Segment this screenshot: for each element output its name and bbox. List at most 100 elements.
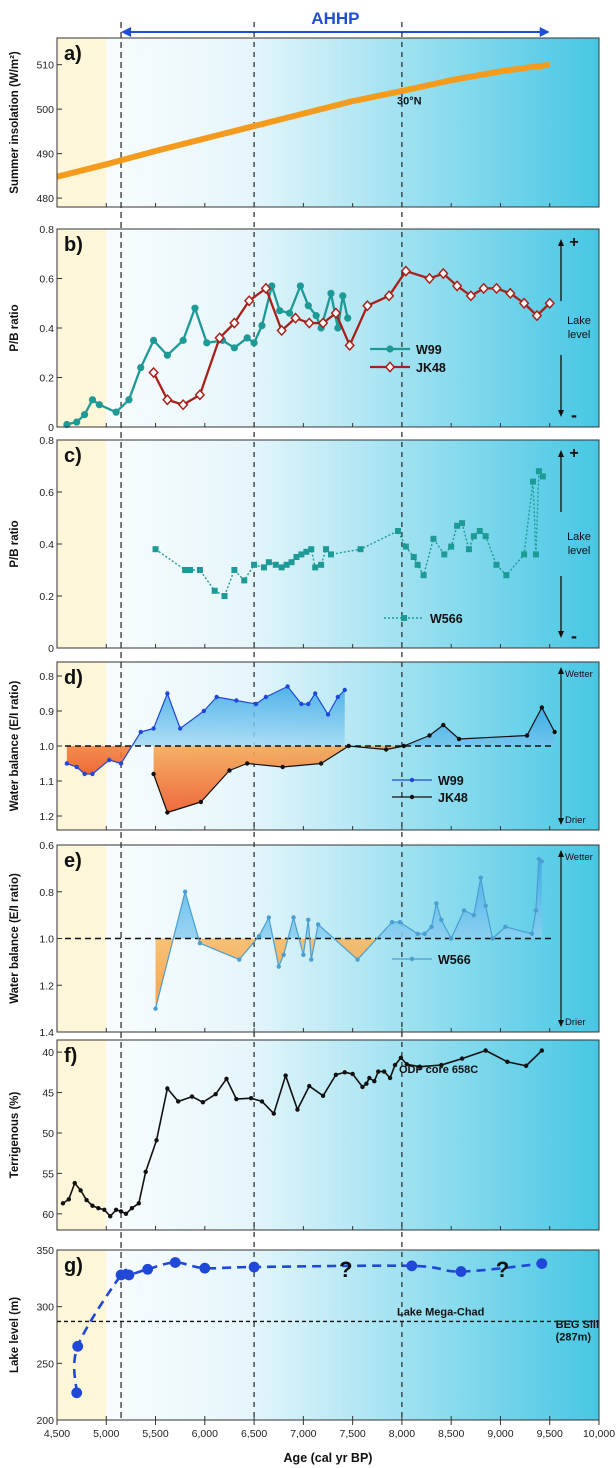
panel-gap [56,1230,600,1250]
data-point [187,567,194,573]
data-point [293,554,300,560]
data-point [191,304,199,312]
data-point [430,535,437,542]
data-point [476,528,483,534]
data-point [471,912,477,918]
panel-d: 0.8 0.9 1.0 1.1 1.2 d) Water balance (E/I rati… [9,661,600,831]
data-point [478,282,489,295]
data-point [227,768,232,773]
panel-gap [56,207,600,229]
data-point [90,771,95,777]
data-point [410,554,417,560]
data-point [243,295,255,307]
data-point [258,321,266,330]
data-point [162,394,173,406]
wetter-area [155,859,542,939]
y-tick-label: 40 [42,1047,54,1059]
y-tick-label: 60 [42,1209,54,1221]
y-tick-label: 0.8 [39,435,54,447]
data-point [224,1076,229,1082]
panel-letter: e) [64,850,82,872]
series-line [72,1261,542,1393]
data-point [200,1100,206,1105]
level-label: level [568,329,591,341]
data-point [197,940,203,946]
data-point [483,903,488,908]
data-point [211,587,218,594]
data-point [386,345,394,353]
data-point [272,561,279,568]
legend-item-w566: W566 [392,953,471,967]
series-line [153,706,556,814]
data-point [66,1197,72,1202]
data-point [539,859,545,864]
arrow-head [558,631,564,638]
y-tick-label: 1.2 [39,811,54,823]
data-point [165,810,170,815]
legend-label: JK48 [416,361,446,375]
annotation: BEG Sill [556,1319,599,1331]
data-point [250,339,258,347]
data-point [71,1387,83,1399]
data-point [281,952,286,958]
data-point [306,701,311,707]
data-point [394,528,401,534]
data-point [482,533,489,540]
data-point [397,919,403,925]
data-point [73,418,81,426]
x-tick-label: 4,500 [44,1428,70,1440]
y-tick-label: 0 [48,422,54,434]
data-point [213,1091,218,1097]
data-point [72,1180,77,1186]
data-point [263,694,269,700]
data-point [306,917,311,922]
data-point [392,1062,398,1068]
data-point [60,1201,66,1206]
x-tick-label: 8,000 [389,1428,415,1440]
arrow-head [558,410,564,417]
data-point [285,684,290,689]
data-point [283,561,290,568]
panel-a: 480 490 500 510 a) Summer insolation (W/m²) 30… [9,37,600,208]
data-point [344,314,352,322]
data-point [350,1071,355,1077]
y-tick-label: 0.4 [39,323,54,335]
ahhp-arrow-head-right [539,27,550,37]
data-point [182,567,189,573]
legend-label: W99 [416,343,442,357]
y-tick-label: 350 [36,1245,54,1257]
data-point [335,694,341,700]
data-point [529,478,536,485]
y-tick-label: 300 [36,1302,54,1314]
data-point [201,708,207,714]
data-point [401,743,407,749]
data-point [248,1261,260,1273]
panel-frame [56,1249,600,1421]
y-tick-label: 480 [36,193,54,205]
y-tick-label: 0.6 [39,840,54,852]
y-tick-label: 0.4 [39,539,54,551]
data-point [398,1055,404,1060]
data-point [123,1269,135,1281]
panel-g: 200 250 300 350 g) Lake level (m) Lake Mega-Ch… [9,1245,600,1427]
data-point [90,1203,95,1208]
series-odp-core-658c [60,1048,545,1219]
data-point [505,1059,510,1065]
y-axis-label: P/B ratio [9,304,21,351]
data-point [320,1093,326,1098]
data-point [505,287,516,300]
data-point [327,551,334,558]
data-point [409,777,415,783]
data-point [278,564,285,571]
data-point [253,701,259,707]
panel-letter: a) [64,43,82,65]
data-point [470,533,477,540]
data-point [483,1048,488,1053]
series-lake-level [71,1257,548,1399]
data-point [362,300,373,312]
data-point [153,1006,158,1011]
annotation: Lake Mega-Chad [397,1307,484,1319]
data-point [346,743,351,749]
series-line [56,61,551,180]
panel-letter: c) [64,445,82,467]
